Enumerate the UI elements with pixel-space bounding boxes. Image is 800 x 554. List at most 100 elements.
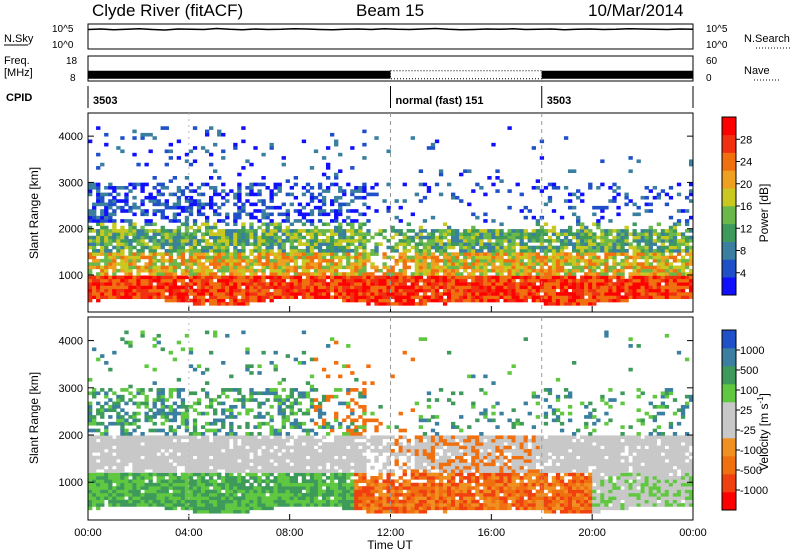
power-cell bbox=[680, 282, 686, 286]
power-cell bbox=[249, 229, 254, 233]
power-cell bbox=[168, 219, 173, 223]
power-cell bbox=[233, 255, 238, 260]
velocity-cell bbox=[233, 496, 238, 500]
power-cell bbox=[124, 292, 129, 296]
power-cell bbox=[253, 245, 258, 250]
power-cell bbox=[503, 275, 508, 280]
power-cell bbox=[370, 285, 375, 290]
velocity-cell bbox=[108, 415, 113, 419]
velocity-cell bbox=[217, 435, 222, 440]
velocity-cell bbox=[233, 445, 238, 450]
power-cell bbox=[354, 272, 359, 276]
power-cell bbox=[289, 292, 294, 296]
power-cell bbox=[418, 265, 424, 270]
power-cell bbox=[471, 252, 476, 256]
velocity-cell bbox=[88, 452, 93, 457]
power-cell bbox=[430, 268, 436, 273]
power-cell bbox=[338, 232, 343, 237]
power-cell bbox=[551, 225, 557, 230]
velocity-cell bbox=[104, 482, 109, 487]
power-cell bbox=[491, 282, 496, 286]
power-cell bbox=[648, 245, 653, 250]
power-cell bbox=[551, 265, 557, 270]
power-cell bbox=[112, 252, 117, 256]
power-cell bbox=[442, 288, 448, 293]
power-cell bbox=[317, 258, 323, 263]
power-cell bbox=[418, 295, 424, 300]
power-cell bbox=[430, 295, 436, 300]
power-cell bbox=[600, 159, 605, 164]
velocity-cell bbox=[229, 388, 234, 392]
power-cell bbox=[273, 292, 278, 296]
velocity-cell bbox=[100, 442, 105, 446]
power-cell bbox=[204, 215, 210, 220]
power-cell bbox=[156, 189, 161, 193]
power-cell bbox=[390, 295, 395, 300]
velocity-cell bbox=[184, 445, 190, 450]
power-cell bbox=[620, 272, 625, 276]
power-cell bbox=[253, 182, 258, 187]
power-cell bbox=[140, 202, 145, 207]
power-cell bbox=[507, 272, 512, 276]
velocity-cell bbox=[225, 472, 230, 477]
power-cell bbox=[588, 302, 593, 306]
power-colorbar-swatch bbox=[722, 259, 736, 278]
velocity-cell bbox=[136, 472, 141, 477]
power-cell bbox=[386, 182, 391, 187]
power-cell bbox=[277, 189, 282, 193]
velocity-cell bbox=[245, 347, 250, 352]
power-cell bbox=[104, 288, 109, 293]
power-cell bbox=[342, 282, 347, 286]
velocity-cell bbox=[100, 408, 105, 413]
velocity-cell bbox=[188, 432, 194, 436]
power-cell bbox=[402, 268, 407, 273]
power-cell bbox=[398, 282, 403, 286]
power-cell bbox=[688, 189, 694, 193]
power-cell bbox=[233, 195, 238, 200]
power-cell bbox=[338, 169, 343, 173]
power-cell bbox=[96, 126, 101, 130]
velocity-cell bbox=[249, 391, 254, 396]
power-cell bbox=[624, 195, 629, 200]
power-cell bbox=[184, 298, 190, 303]
velocity-cell bbox=[100, 455, 105, 460]
power-cell bbox=[426, 295, 432, 300]
power-cell bbox=[200, 235, 206, 240]
power-cell bbox=[168, 232, 173, 237]
power-cell bbox=[592, 272, 597, 276]
power-cell bbox=[321, 209, 327, 213]
velocity-cell bbox=[160, 445, 165, 450]
power-cell bbox=[156, 265, 161, 270]
power-cell bbox=[88, 292, 93, 296]
power-cell bbox=[330, 239, 335, 243]
velocity-cell bbox=[221, 438, 226, 443]
power-cell bbox=[132, 225, 137, 230]
power-cell bbox=[156, 199, 161, 203]
power-cell bbox=[406, 242, 411, 246]
velocity-cell bbox=[261, 499, 266, 504]
power-cell bbox=[572, 248, 577, 253]
power-cell bbox=[309, 212, 315, 217]
velocity-cell bbox=[112, 496, 117, 500]
velocity-cell bbox=[144, 438, 149, 443]
power-cell bbox=[309, 282, 315, 286]
velocity-cell bbox=[168, 482, 173, 487]
power-cell bbox=[406, 239, 411, 243]
power-cell bbox=[471, 225, 476, 230]
power-cell bbox=[378, 278, 383, 283]
power-cell bbox=[350, 248, 355, 253]
velocity-cell bbox=[209, 448, 214, 453]
power-cell bbox=[402, 199, 407, 203]
power-cell bbox=[136, 275, 141, 280]
velocity-cell bbox=[176, 377, 182, 382]
velocity-cell bbox=[124, 330, 129, 335]
power-cell bbox=[321, 288, 327, 293]
power-cell bbox=[446, 282, 452, 286]
velocity-cell bbox=[213, 503, 218, 507]
power-cell bbox=[92, 219, 97, 223]
velocity-cell bbox=[164, 499, 169, 504]
power-cell bbox=[233, 232, 238, 237]
velocity-cell bbox=[188, 489, 194, 494]
power-cell bbox=[160, 182, 165, 187]
velocity-cell bbox=[112, 476, 117, 480]
